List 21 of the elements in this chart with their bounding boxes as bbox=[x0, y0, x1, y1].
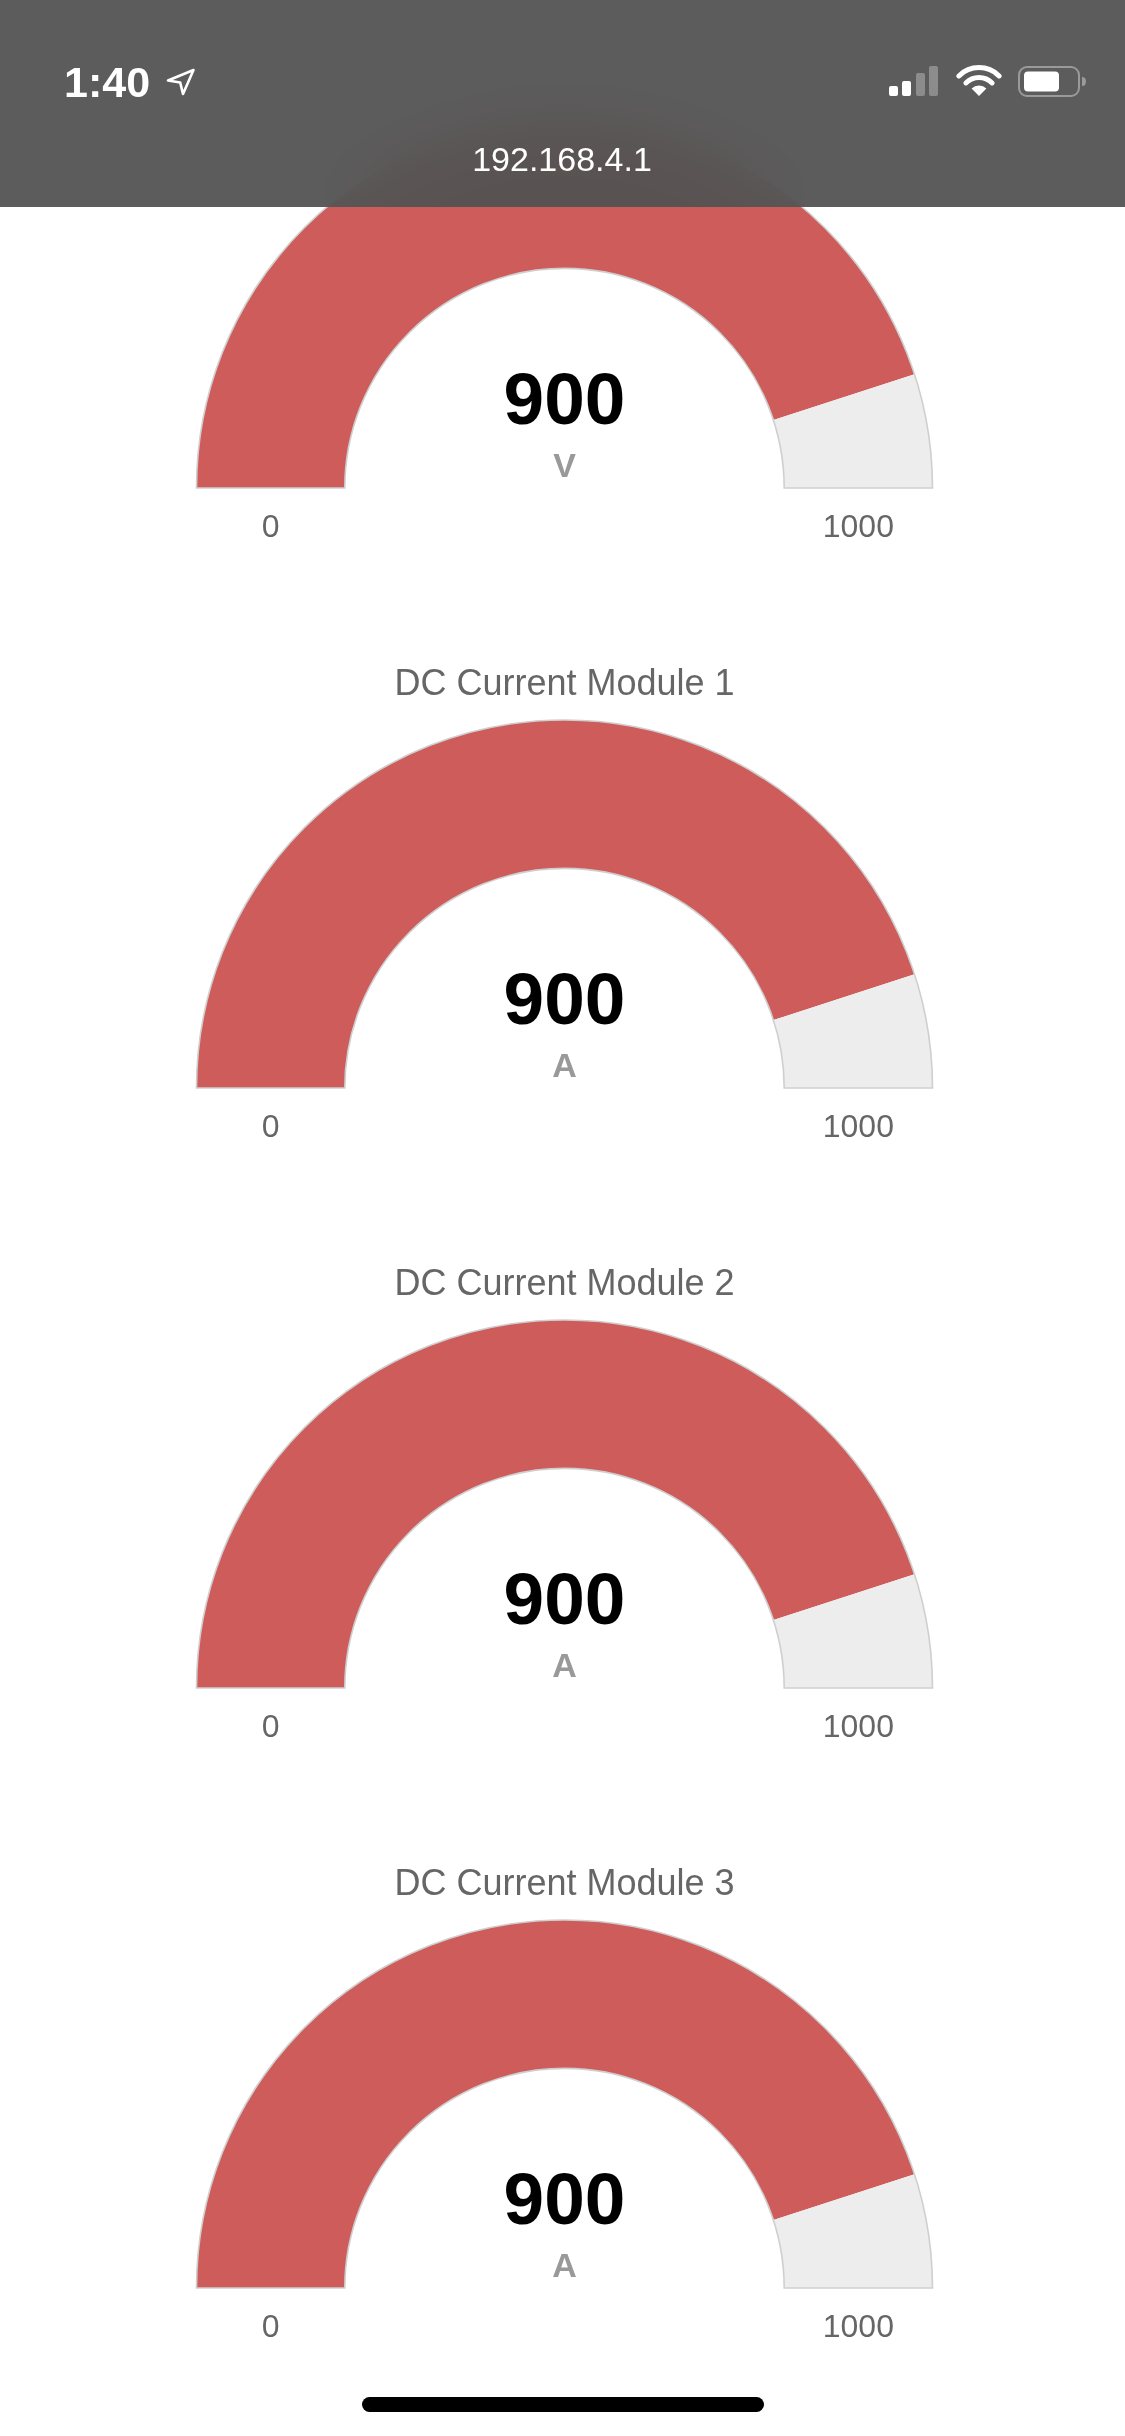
data-label: 900 bbox=[503, 358, 626, 439]
text: 0 bbox=[261, 1708, 280, 1744]
data-label: 900 bbox=[503, 958, 626, 1039]
chart-title: DC Current Module 3 bbox=[394, 1862, 735, 1903]
data-label: 900 bbox=[503, 1558, 626, 1639]
text: 1:40 bbox=[64, 57, 151, 106]
text: 1000 bbox=[822, 1108, 894, 1144]
chart-title: DC Current Module 1 bbox=[394, 662, 735, 703]
text: 0 bbox=[261, 2308, 280, 2344]
chart-title: DC Current Module 2 bbox=[394, 1262, 735, 1303]
text: 1000 bbox=[822, 2308, 894, 2344]
data-label: 900 bbox=[503, 2158, 626, 2239]
text: 192.168.4.1 bbox=[472, 140, 652, 179]
text: V bbox=[553, 446, 577, 484]
text: A bbox=[552, 1046, 577, 1084]
text: 1000 bbox=[822, 1708, 894, 1744]
text: A bbox=[552, 1646, 577, 1684]
text: 0 bbox=[261, 508, 280, 544]
text: A bbox=[552, 2246, 577, 2284]
text: 0 bbox=[261, 1108, 280, 1144]
text: 1000 bbox=[822, 508, 894, 544]
